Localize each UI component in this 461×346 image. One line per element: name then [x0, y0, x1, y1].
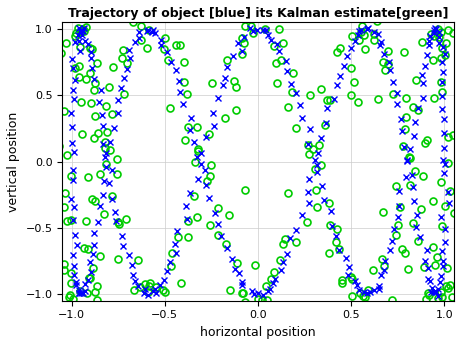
Y-axis label: vertical position: vertical position — [7, 111, 20, 212]
Title: Trajectory of object [blue] its Kalman estimate[green]: Trajectory of object [blue] its Kalman e… — [68, 7, 448, 20]
X-axis label: horizontal position: horizontal position — [200, 326, 316, 339]
